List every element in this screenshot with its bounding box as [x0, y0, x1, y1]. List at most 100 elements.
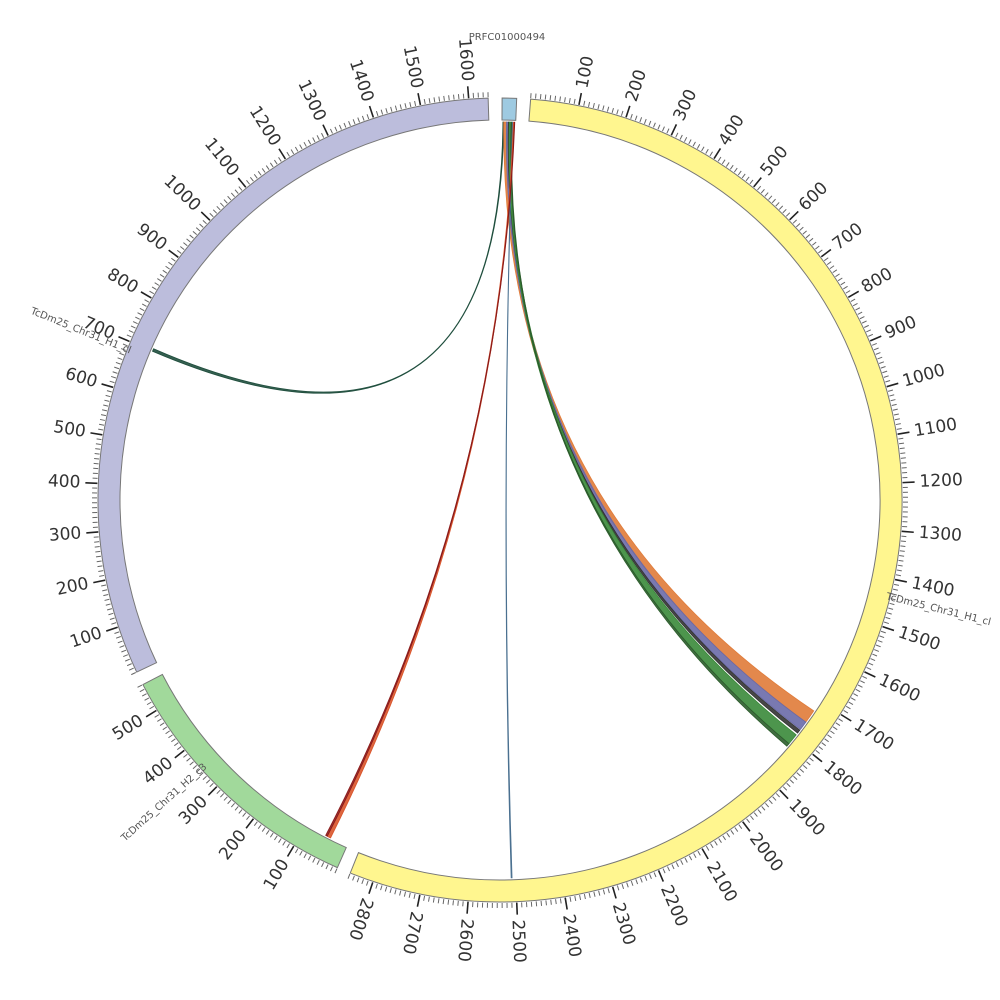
tick	[657, 870, 665, 882]
tick-label: 800	[858, 264, 896, 298]
tick	[902, 481, 915, 484]
tick-label: 100	[68, 623, 105, 652]
tick	[90, 432, 103, 436]
tick-label: 500	[757, 142, 793, 180]
tick	[611, 886, 617, 899]
ideogram	[501, 97, 518, 121]
tick-label: 2000	[745, 829, 787, 876]
tick-label: 600	[63, 364, 100, 392]
tick	[864, 671, 876, 678]
tick-label: 500	[52, 417, 87, 442]
tick	[101, 383, 114, 389]
tick	[882, 625, 895, 632]
tick-label: 2800	[344, 895, 377, 942]
tick	[713, 147, 722, 159]
tick	[245, 818, 255, 829]
tick-label: 100	[572, 54, 598, 90]
tick-label: 900	[133, 220, 171, 256]
tick	[812, 753, 823, 763]
tick-label: 2700	[398, 910, 426, 956]
tick-label: 700	[829, 219, 867, 255]
tick	[742, 821, 751, 832]
tick	[140, 291, 152, 299]
minor-ticks	[347, 93, 908, 908]
tick	[897, 431, 910, 435]
tick-label: 1500	[896, 623, 943, 656]
tick	[847, 290, 860, 299]
tick	[93, 579, 106, 584]
tick-label: 200	[215, 826, 251, 864]
tick	[466, 86, 470, 99]
tick-label: 1300	[293, 77, 330, 125]
tick	[886, 382, 899, 388]
tick-label: 400	[48, 471, 81, 492]
tick	[368, 882, 374, 895]
tick-label: 1600	[454, 37, 477, 82]
tick	[670, 124, 678, 136]
tick-label: 300	[175, 792, 212, 829]
segment-label: TcDm25_Chr31_H1_cl	[28, 306, 133, 357]
tick-label: 200	[55, 574, 91, 600]
tick-label: 1300	[918, 523, 963, 546]
tick-label: 1100	[200, 134, 243, 180]
tick-label: 300	[669, 86, 701, 124]
tick	[564, 897, 568, 910]
tick	[753, 177, 762, 188]
tick-label: 2600	[453, 918, 476, 963]
tick-label: 600	[795, 178, 832, 215]
tick	[625, 105, 631, 118]
tick-label: 1400	[345, 57, 378, 104]
tick	[237, 177, 247, 188]
tick	[789, 210, 799, 221]
tick-label: 100	[260, 856, 294, 894]
tick-label: 800	[104, 264, 142, 298]
tick-label: 500	[109, 711, 147, 745]
tick	[820, 248, 832, 258]
tick-label: 900	[882, 312, 920, 343]
tick-label: 1500	[399, 44, 427, 90]
tick	[168, 249, 179, 258]
tick	[145, 709, 157, 718]
tick	[416, 894, 421, 907]
tick-label: 200	[622, 67, 651, 104]
link	[326, 121, 515, 839]
tick-label: 1000	[160, 171, 205, 215]
segment-label: PRFC01000494	[469, 32, 546, 43]
links	[151, 121, 815, 879]
tick-label: 300	[48, 523, 82, 546]
tick-label: 2200	[656, 882, 691, 930]
tick-label: 1900	[784, 795, 828, 840]
tick-label: 1600	[876, 670, 924, 707]
ideogram	[142, 673, 347, 869]
tick	[894, 578, 907, 583]
ideogram	[97, 97, 490, 673]
tick	[869, 335, 882, 342]
tick-label: 1100	[913, 414, 959, 441]
tick	[278, 148, 287, 160]
link	[510, 121, 790, 747]
tick	[701, 848, 709, 860]
tick-label: 400	[715, 111, 749, 149]
tick-label: 2500	[507, 919, 529, 963]
tick	[105, 626, 118, 632]
tick	[322, 124, 329, 136]
link	[151, 121, 505, 394]
link	[325, 121, 516, 837]
link	[505, 121, 514, 879]
tick-label: 2400	[558, 913, 585, 959]
tick	[368, 105, 375, 118]
tick-label: 1000	[900, 360, 947, 391]
tick	[174, 749, 185, 759]
tick-label: 400	[139, 753, 177, 789]
tick	[86, 531, 99, 534]
tick-label: 2300	[608, 900, 639, 947]
tick-label: 1400	[910, 573, 956, 601]
tick	[118, 335, 130, 343]
tick	[779, 789, 789, 800]
tick-label: 1800	[820, 757, 866, 800]
tick	[417, 93, 422, 106]
tick-label: 1200	[919, 470, 963, 492]
tick	[466, 901, 469, 914]
tick-label: 1700	[850, 715, 897, 755]
